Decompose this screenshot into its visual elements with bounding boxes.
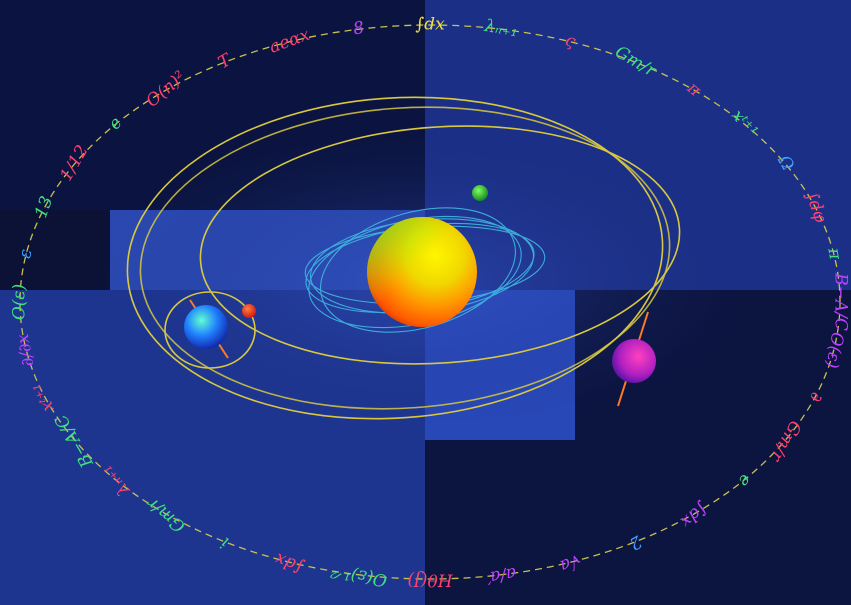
formula-label: Hθ(J) <box>407 570 453 590</box>
formula-label: ε <box>15 248 36 260</box>
middle-gold-orbit <box>199 125 681 365</box>
moon-orbit <box>164 291 256 369</box>
blue-planet <box>184 299 229 359</box>
blue-planet-sphere <box>184 305 228 349</box>
formula-label: ∫dx <box>415 15 445 35</box>
pink-planet <box>612 311 656 407</box>
formula-ring <box>19 24 841 580</box>
formula-label: 8 <box>352 18 366 40</box>
red-moon <box>242 304 256 318</box>
formula-label: O(ε) <box>10 284 30 320</box>
formula-label: π <box>823 246 845 262</box>
sun <box>367 217 477 327</box>
gold-orbits <box>126 96 681 420</box>
outer-gold-orbit-2 <box>139 106 671 410</box>
formula-ring-dashed-orbit <box>19 24 841 580</box>
green-planet <box>472 185 488 201</box>
formula-label: B−A/C <box>831 272 851 331</box>
pink-planet-sphere <box>612 339 656 383</box>
outer-gold-orbit <box>126 96 664 420</box>
sun-highlight <box>367 217 477 327</box>
cyan-orbit-4 <box>320 207 516 333</box>
